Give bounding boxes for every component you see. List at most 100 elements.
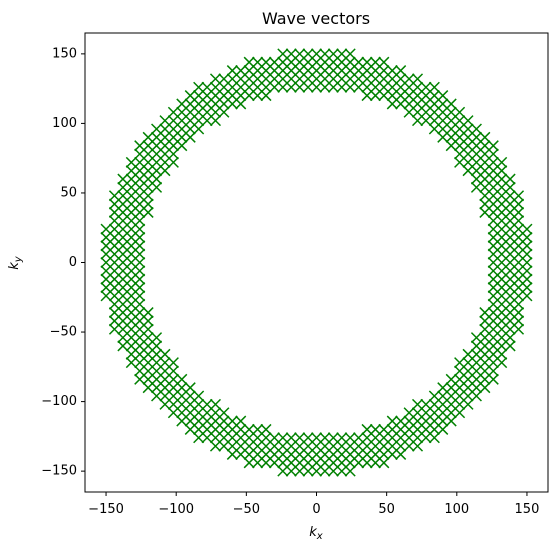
- data-point-marker: [487, 365, 499, 377]
- data-point-marker: [125, 173, 137, 185]
- data-point-marker: [159, 348, 171, 360]
- data-point-marker: [294, 73, 306, 85]
- data-point-marker: [310, 48, 323, 60]
- data-point-marker: [428, 90, 440, 102]
- data-point-marker: [201, 98, 213, 110]
- data-point-marker: [176, 415, 188, 427]
- data-point-marker: [344, 73, 356, 85]
- data-point-marker: [319, 56, 331, 68]
- data-point-marker: [134, 156, 146, 168]
- data-point-marker: [403, 73, 415, 85]
- data-point-marker: [487, 357, 499, 369]
- data-point-marker: [142, 165, 154, 177]
- x-tick-label: 0: [312, 502, 320, 517]
- data-point-marker: [108, 265, 120, 277]
- data-point-marker: [193, 423, 205, 435]
- data-point-marker: [142, 348, 154, 360]
- data-point-marker: [504, 215, 516, 227]
- data-point-marker: [243, 81, 255, 93]
- data-point-marker: [437, 398, 449, 410]
- data-point-marker: [496, 198, 508, 210]
- data-point-marker: [125, 223, 137, 235]
- data-point-marker: [108, 282, 120, 294]
- data-point-marker: [504, 240, 516, 252]
- data-point-marker: [176, 407, 188, 419]
- data-point-marker: [151, 332, 163, 344]
- data-point-marker: [134, 198, 146, 210]
- data-point-marker: [142, 140, 154, 152]
- data-point-marker: [521, 240, 533, 252]
- data-point-marker: [327, 432, 339, 444]
- data-point-marker: [403, 81, 415, 93]
- data-point-marker: [167, 373, 179, 385]
- data-point-marker: [361, 423, 373, 435]
- data-point-marker: [496, 348, 508, 360]
- data-point-marker: [176, 382, 188, 394]
- data-point-marker: [487, 181, 499, 193]
- data-point-marker: [151, 348, 163, 360]
- data-point-marker: [134, 357, 146, 369]
- data-point-marker: [479, 148, 491, 160]
- data-point-marker: [193, 106, 205, 118]
- data-point-marker: [378, 423, 390, 435]
- data-point-marker: [134, 248, 146, 260]
- data-point-marker: [462, 348, 474, 360]
- data-point-marker: [125, 307, 137, 319]
- data-point-marker: [411, 81, 424, 93]
- data-point-marker: [513, 248, 525, 260]
- data-point-marker: [100, 240, 112, 252]
- data-point-marker: [479, 140, 491, 152]
- data-point-marker: [108, 223, 120, 235]
- data-point-marker: [496, 332, 508, 344]
- data-point-marker: [226, 423, 238, 435]
- data-point-marker: [462, 382, 474, 394]
- data-point-marker: [395, 415, 407, 427]
- data-point-marker: [496, 231, 508, 243]
- data-point-marker: [437, 123, 449, 135]
- data-point-marker: [504, 181, 516, 193]
- data-point-marker: [285, 440, 297, 452]
- data-point-marker: [462, 115, 474, 127]
- y-axis-label: ky: [7, 255, 24, 270]
- data-point-marker: [386, 448, 398, 460]
- data-point-marker: [369, 457, 381, 469]
- data-point-marker: [344, 432, 356, 444]
- data-point-marker: [201, 115, 213, 127]
- data-point-marker: [117, 307, 129, 319]
- data-point-marker: [277, 465, 289, 477]
- data-point-marker: [395, 448, 407, 460]
- data-point-marker: [243, 440, 255, 452]
- data-point-marker: [117, 340, 129, 352]
- data-point-marker: [504, 315, 516, 327]
- data-point-marker: [496, 173, 508, 185]
- data-point-marker: [268, 81, 280, 93]
- data-point-marker: [420, 106, 432, 118]
- data-point-marker: [378, 448, 390, 460]
- data-point-marker: [327, 457, 339, 469]
- data-point-marker: [428, 415, 440, 427]
- data-point-marker: [479, 190, 491, 202]
- data-point-marker: [454, 407, 466, 419]
- data-point-marker: [487, 156, 499, 168]
- data-point-marker: [243, 423, 255, 435]
- data-point-marker: [184, 407, 196, 419]
- data-point-marker: [403, 423, 415, 435]
- data-point-marker: [134, 307, 146, 319]
- data-point-marker: [184, 115, 196, 127]
- data-point-marker: [496, 240, 508, 252]
- data-point-marker: [201, 81, 213, 93]
- data-point-marker: [260, 81, 272, 93]
- data-point-marker: [125, 348, 137, 360]
- data-point-marker: [395, 73, 407, 85]
- data-point-marker: [496, 323, 508, 335]
- data-point-marker: [159, 165, 171, 177]
- data-point-marker: [277, 457, 289, 469]
- data-point-marker: [504, 223, 516, 235]
- data-point-marker: [117, 282, 129, 294]
- data-point-marker: [437, 131, 449, 143]
- data-point-marker: [395, 65, 407, 77]
- y-tick-label: 100: [52, 116, 77, 131]
- data-point-marker: [226, 440, 238, 452]
- data-point-marker: [454, 115, 466, 127]
- data-point-marker: [504, 307, 516, 319]
